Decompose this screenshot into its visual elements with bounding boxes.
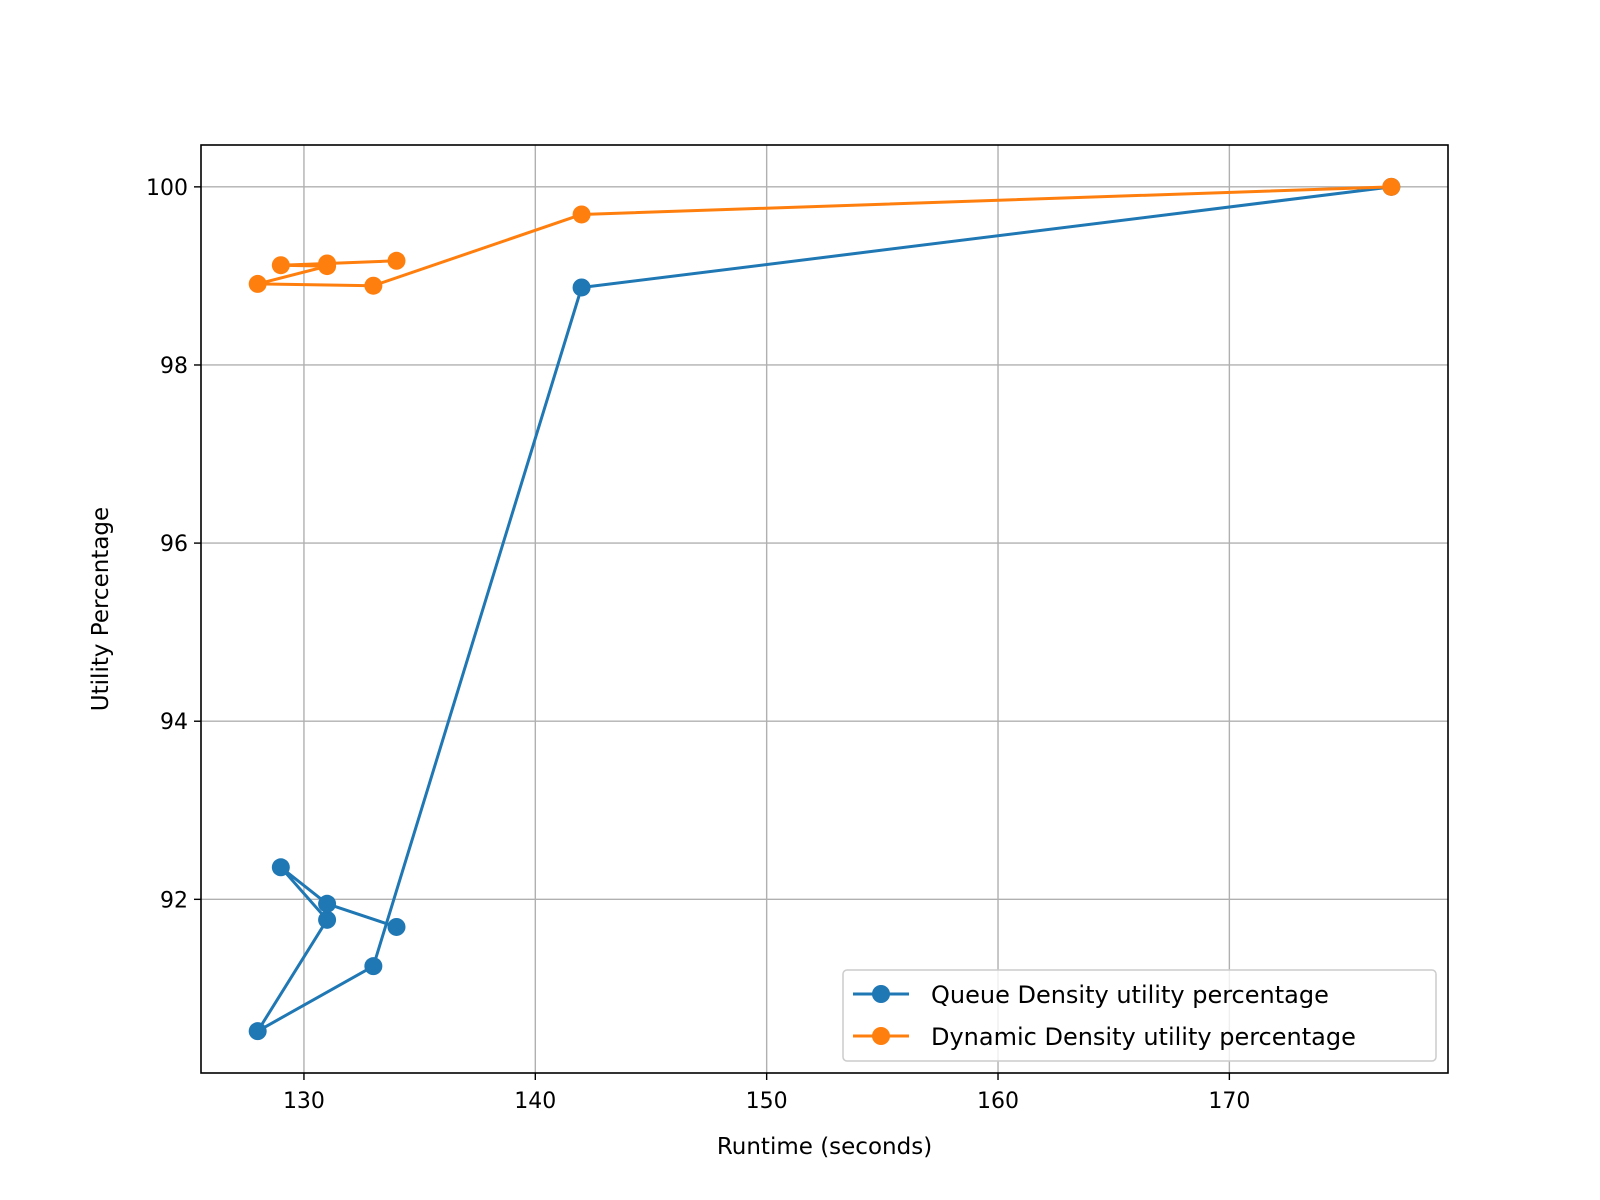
- data-point: [572, 205, 591, 224]
- series-2: [248, 177, 1401, 295]
- data-point: [572, 278, 591, 297]
- x-tick-label: 140: [514, 1089, 556, 1114]
- legend-entry: Queue Density utility percentage: [853, 981, 1329, 1009]
- y-tick-label: 94: [160, 710, 188, 735]
- data-point: [387, 917, 406, 936]
- x-axis-label: Runtime (seconds): [717, 1134, 932, 1160]
- legend-marker-swatch: [872, 985, 890, 1003]
- data-point: [318, 894, 337, 913]
- grid: [201, 145, 1448, 1073]
- legend-label: Queue Density utility percentage: [931, 981, 1329, 1009]
- legend-label: Dynamic Density utility percentage: [931, 1023, 1356, 1051]
- y-tick-label: 100: [146, 176, 188, 201]
- data-point: [248, 1022, 267, 1041]
- legend-entry: Dynamic Density utility percentage: [853, 1023, 1356, 1051]
- y-tick-label: 96: [160, 532, 188, 557]
- axis-ticks: 130 140 150 160 170 92 94 96 98 100: [146, 176, 1250, 1114]
- data-point: [318, 910, 337, 929]
- data-point: [387, 251, 406, 270]
- data-point: [1382, 177, 1401, 196]
- data-point: [364, 276, 383, 295]
- legend-marker-swatch: [872, 1027, 890, 1045]
- series-line: [256, 185, 1392, 1033]
- x-tick-label: 150: [746, 1089, 788, 1114]
- data-point: [318, 254, 337, 273]
- data-point: [271, 858, 290, 877]
- x-tick-label: 160: [977, 1089, 1019, 1114]
- data-point: [271, 256, 290, 275]
- legend-entries: Queue Density utility percentage Dynamic …: [853, 981, 1356, 1051]
- legend: Queue Density utility percentage Dynamic …: [842, 969, 1437, 1062]
- x-tick-label: 130: [283, 1089, 325, 1114]
- series-1: [248, 177, 1401, 1041]
- legend-box: [842, 969, 1437, 1062]
- plot-area-frame: [200, 144, 1449, 1074]
- x-tick-label: 170: [1208, 1089, 1250, 1114]
- data-point: [364, 957, 383, 976]
- series-layer: [248, 177, 1401, 1041]
- data-point: [248, 274, 267, 293]
- y-tick-label: 92: [160, 888, 188, 913]
- y-axis-label: Utility Percentage: [88, 507, 114, 711]
- y-tick-label: 98: [160, 354, 188, 379]
